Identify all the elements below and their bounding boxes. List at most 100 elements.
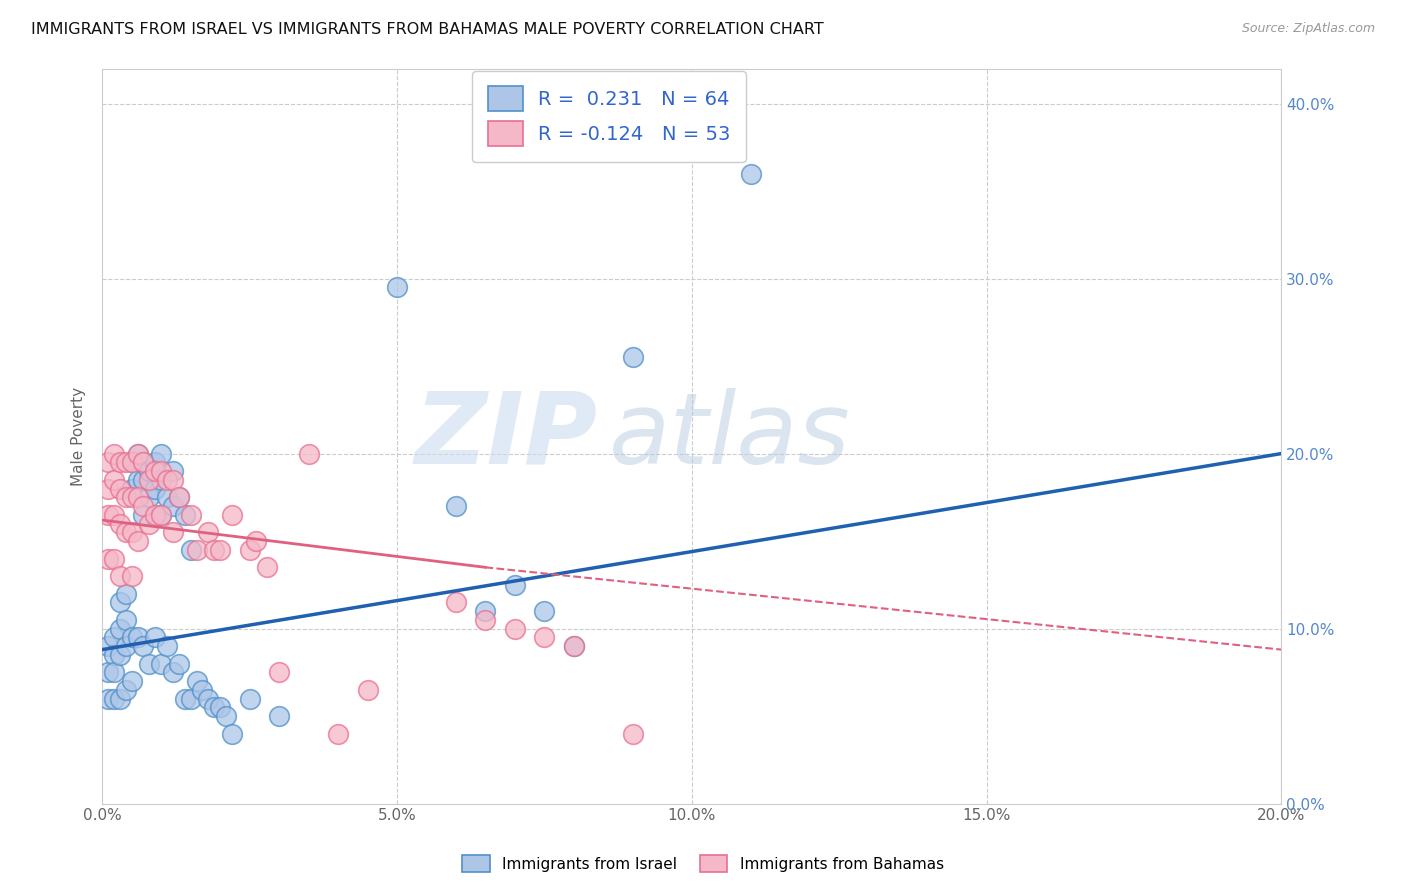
Point — [114, 639, 136, 653]
Point — [132, 508, 155, 522]
Point — [121, 674, 143, 689]
Point — [121, 491, 143, 505]
Text: atlas: atlas — [609, 387, 851, 484]
Point — [239, 542, 262, 557]
Point — [267, 709, 290, 723]
Point — [138, 491, 160, 505]
Point — [740, 167, 762, 181]
Point — [202, 542, 225, 557]
Point — [121, 455, 143, 469]
Point — [103, 508, 125, 522]
Point — [562, 639, 585, 653]
Point — [108, 622, 131, 636]
Point — [97, 691, 120, 706]
Point — [121, 631, 143, 645]
Point — [138, 473, 160, 487]
Point — [127, 473, 149, 487]
Point — [197, 691, 219, 706]
Point — [114, 586, 136, 600]
Point — [150, 508, 173, 522]
Point — [103, 648, 125, 662]
Point — [215, 709, 238, 723]
Legend: Immigrants from Israel, Immigrants from Bahamas: Immigrants from Israel, Immigrants from … — [454, 847, 952, 880]
Point — [114, 455, 136, 469]
Point — [103, 631, 125, 645]
Point — [114, 682, 136, 697]
Point — [162, 473, 184, 487]
Point — [121, 482, 143, 496]
Point — [209, 700, 232, 714]
Point — [121, 569, 143, 583]
Text: IMMIGRANTS FROM ISRAEL VS IMMIGRANTS FROM BAHAMAS MALE POVERTY CORRELATION CHART: IMMIGRANTS FROM ISRAEL VS IMMIGRANTS FRO… — [31, 22, 824, 37]
Point — [143, 455, 166, 469]
Point — [121, 455, 143, 469]
Point — [162, 464, 184, 478]
Point — [127, 631, 149, 645]
Point — [138, 464, 160, 478]
Point — [127, 446, 149, 460]
Point — [162, 499, 184, 513]
Point — [197, 525, 219, 540]
Point — [267, 665, 290, 680]
Point — [132, 639, 155, 653]
Point — [186, 674, 208, 689]
Point — [97, 665, 120, 680]
Point — [103, 665, 125, 680]
Point — [138, 657, 160, 671]
Point — [143, 508, 166, 522]
Point — [180, 542, 202, 557]
Point — [108, 595, 131, 609]
Point — [103, 446, 125, 460]
Point — [297, 446, 319, 460]
Point — [180, 691, 202, 706]
Point — [114, 613, 136, 627]
Point — [444, 595, 467, 609]
Point — [474, 604, 496, 618]
Point — [186, 542, 208, 557]
Point — [173, 691, 195, 706]
Point — [156, 473, 179, 487]
Point — [150, 508, 173, 522]
Point — [562, 639, 585, 653]
Text: Source: ZipAtlas.com: Source: ZipAtlas.com — [1241, 22, 1375, 36]
Point — [132, 455, 155, 469]
Point — [444, 499, 467, 513]
Point — [97, 551, 120, 566]
Point — [356, 682, 378, 697]
Point — [239, 691, 262, 706]
Point — [150, 446, 173, 460]
Point — [162, 525, 184, 540]
Point — [533, 604, 555, 618]
Point — [326, 726, 349, 740]
Point — [132, 473, 155, 487]
Legend: R =  0.231   N = 64, R = -0.124   N = 53: R = 0.231 N = 64, R = -0.124 N = 53 — [472, 70, 747, 161]
Point — [143, 482, 166, 496]
Point — [474, 613, 496, 627]
Text: ZIP: ZIP — [415, 387, 598, 484]
Point — [150, 464, 173, 478]
Point — [202, 700, 225, 714]
Point — [156, 639, 179, 653]
Point — [108, 569, 131, 583]
Point — [103, 691, 125, 706]
Point — [108, 648, 131, 662]
Point — [97, 455, 120, 469]
Point — [108, 691, 131, 706]
Point — [108, 482, 131, 496]
Point — [503, 578, 526, 592]
Point — [143, 631, 166, 645]
Point — [103, 473, 125, 487]
Point — [162, 665, 184, 680]
Point — [138, 516, 160, 531]
Point — [114, 491, 136, 505]
Point — [621, 726, 644, 740]
Point — [143, 464, 166, 478]
Point — [127, 446, 149, 460]
Point — [385, 280, 408, 294]
Point — [533, 631, 555, 645]
Y-axis label: Male Poverty: Male Poverty — [72, 386, 86, 485]
Point — [156, 491, 179, 505]
Point — [621, 351, 644, 365]
Point — [173, 508, 195, 522]
Point — [108, 516, 131, 531]
